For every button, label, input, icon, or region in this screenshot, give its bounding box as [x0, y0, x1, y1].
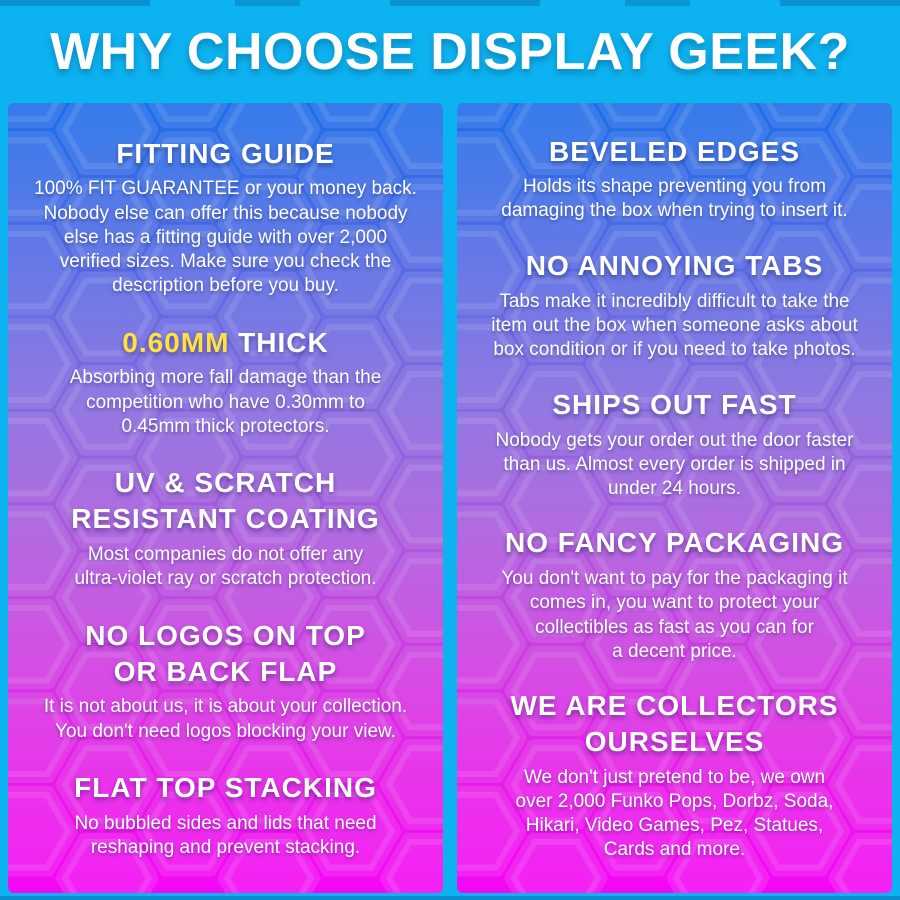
section-no-logos: NO LOGOS ON TOP OR BACK FLAP It is not a…	[14, 616, 437, 746]
hexagon-tile	[147, 103, 229, 129]
section-ships-out-fast: SHIPS OUT FAST Nobody gets your order ou…	[463, 385, 886, 503]
section-no-annoying-tabs: NO ANNOYING TABS Tabs make it incredibly…	[463, 246, 886, 364]
heading-text: FLAT TOP STACKING	[74, 772, 377, 804]
heading-text: NO LOGOS ON TOP OR BACK FLAP	[85, 619, 366, 687]
section-body: 100% FIT GUARANTEE or your money back. N…	[34, 178, 417, 296]
hexagon-tile	[596, 103, 678, 129]
section-beveled-edges: BEVELED EDGES Holds its shape preventing…	[463, 132, 886, 226]
header-banner: WHY CHOOSE DISPLAY GEEK?	[0, 0, 900, 103]
heading-text: NO FANCY PACKAGING	[505, 527, 844, 559]
hexagon-tile	[8, 103, 67, 129]
section-fitting-guide: FITTING GUIDE 100% FIT GUARANTEE or your…	[14, 134, 437, 300]
section-heading: NO ANNOYING TABS	[463, 248, 886, 284]
heading-text: BEVELED EDGES	[548, 135, 801, 167]
section-heading: NO LOGOS ON TOP OR BACK FLAP	[14, 618, 437, 690]
heading-text: WE ARE COLLECTORS OURSELVES	[510, 690, 839, 758]
section-body: No bubbled sides and lids that need resh…	[74, 813, 377, 859]
hexagon-tile	[457, 103, 516, 129]
heading-text: SHIPS OUT FAST	[552, 388, 797, 420]
section-uv-coating: UV & SCRATCH RESISTANT COATING Most comp…	[14, 463, 437, 593]
section-body: Holds its shape preventing you from dama…	[501, 176, 848, 222]
section-flat-top-stacking: FLAT TOP STACKING No bubbled sides and l…	[14, 768, 437, 862]
section-body: Tabs make it incredibly difficult to tak…	[491, 290, 858, 361]
heading-text: THICK	[229, 326, 329, 358]
left-panel: FITTING GUIDE 100% FIT GUARANTEE or your…	[8, 103, 443, 893]
section-heading: WE ARE COLLECTORS OURSELVES	[463, 688, 886, 760]
section-we-are-collectors: WE ARE COLLECTORS OURSELVES We don't jus…	[463, 686, 886, 864]
section-heading: UV & SCRATCH RESISTANT COATING	[14, 465, 437, 537]
section-body: We don't just pretend to be, we own over…	[515, 766, 834, 861]
heading-accent: 0.60MM	[122, 326, 230, 358]
section-body: It is not about us, it is about your col…	[43, 696, 408, 742]
section-heading: SHIPS OUT FAST	[463, 387, 886, 423]
section-thickness: 0.60MM THICK Absorbing more fall damage …	[14, 323, 437, 441]
hexagon-tile	[309, 103, 391, 129]
section-heading: FLAT TOP STACKING	[14, 770, 437, 806]
section-body: Nobody gets your order out the door fast…	[495, 429, 854, 499]
right-panel: BEVELED EDGES Holds its shape preventing…	[457, 103, 892, 893]
heading-text: NO ANNOYING TABS	[525, 250, 824, 282]
section-heading: BEVELED EDGES	[463, 134, 886, 170]
section-body: You don't want to pay for the packaging …	[501, 568, 848, 662]
hexagon-tile	[758, 103, 840, 129]
section-body: Most companies do not offer any ultra-vi…	[74, 544, 377, 590]
bottom-edge-shade	[0, 896, 900, 900]
heading-text: UV & SCRATCH RESISTANT COATING	[71, 467, 380, 535]
header-hexagon-pattern	[0, 0, 900, 6]
section-heading: NO FANCY PACKAGING	[463, 525, 886, 561]
heading-text: FITTING GUIDE	[116, 137, 335, 169]
page-title: WHY CHOOSE DISPLAY GEEK?	[50, 22, 850, 81]
section-heading: 0.60MM THICK	[14, 325, 437, 361]
section-no-fancy-packaging: NO FANCY PACKAGING You don't want to pay…	[463, 523, 886, 665]
section-body: Absorbing more fall damage than the comp…	[69, 367, 382, 437]
section-heading: FITTING GUIDE	[14, 136, 437, 172]
